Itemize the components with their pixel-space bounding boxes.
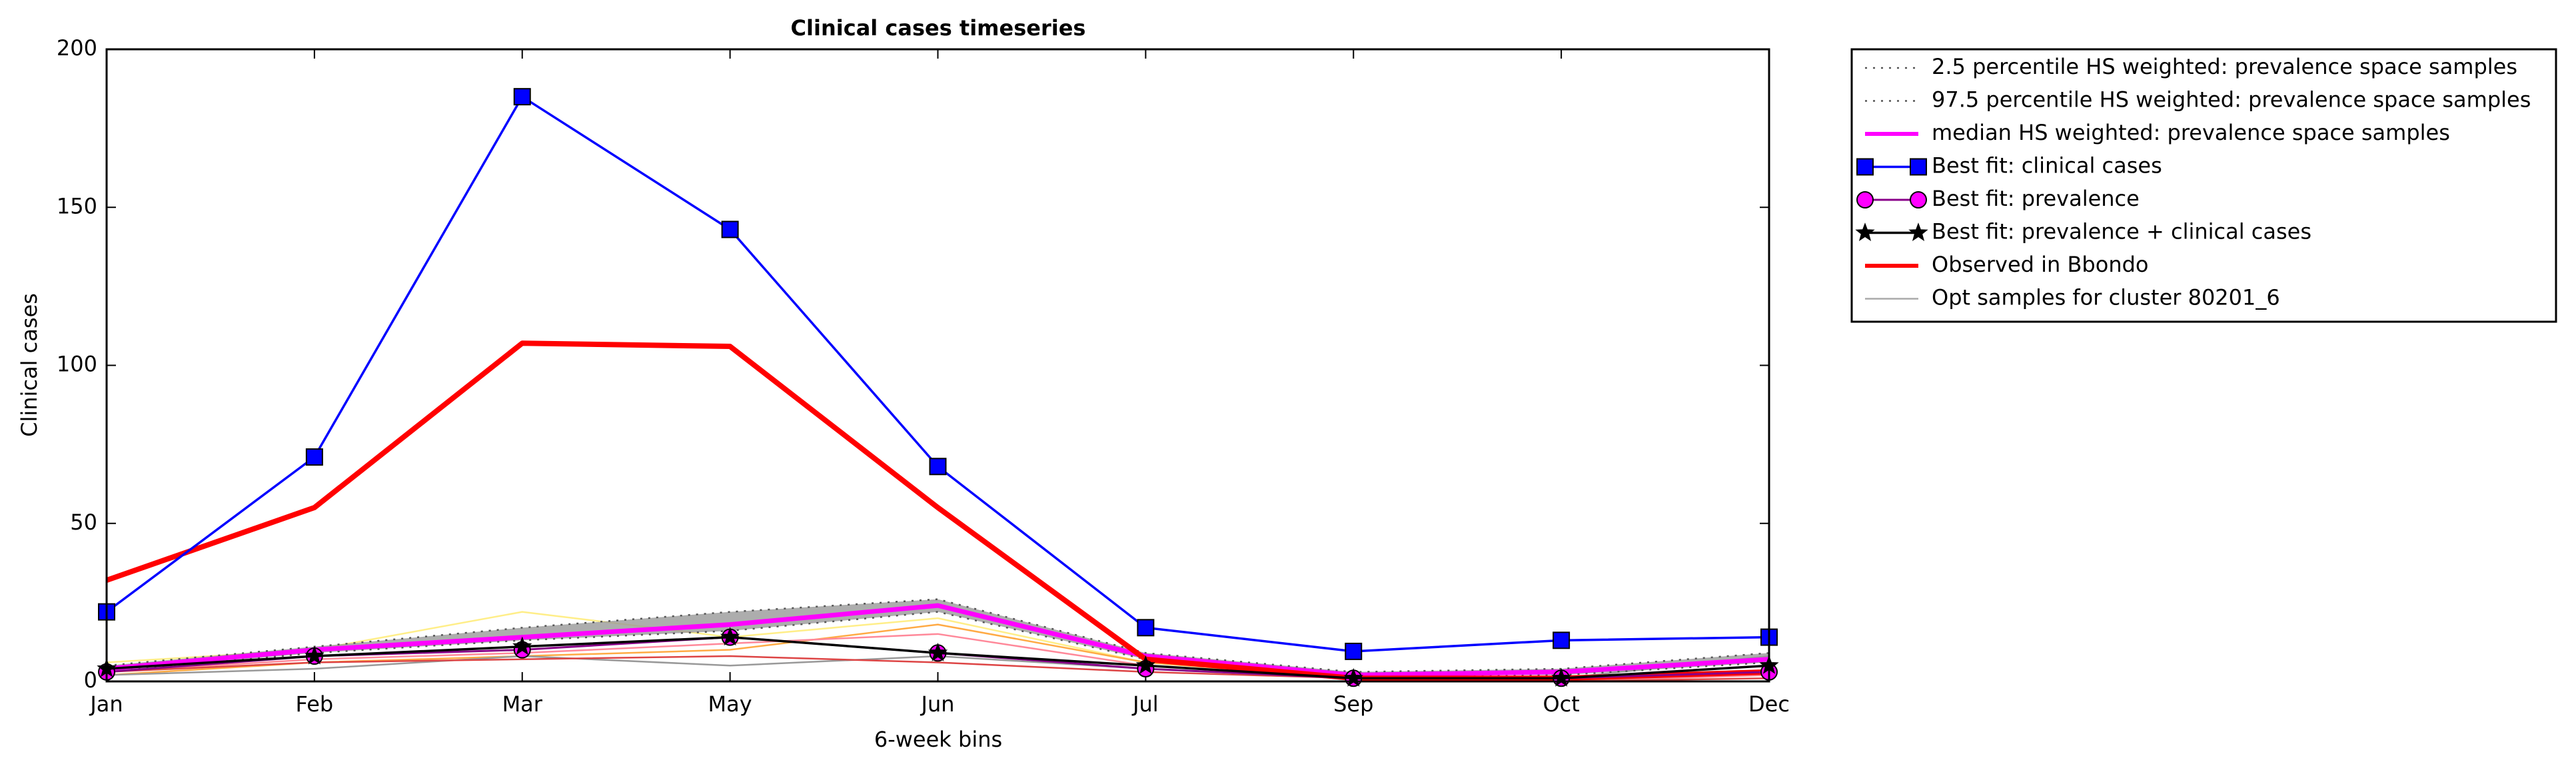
legend-box bbox=[1850, 48, 2557, 323]
legend-label: Best fit: prevalence + clinical cases bbox=[1932, 219, 2311, 244]
y-tick-label: 150 bbox=[57, 193, 97, 218]
y-tick-label: 200 bbox=[57, 35, 97, 61]
y-tick-label: 50 bbox=[70, 510, 97, 535]
marker bbox=[720, 627, 740, 646]
x-tick-label: Sep bbox=[1333, 691, 1373, 717]
x-tick-label: Jan bbox=[89, 691, 123, 717]
series-line bbox=[106, 611, 1770, 676]
legend-label: Best fit: clinical cases bbox=[1932, 153, 2162, 179]
legend-label: Best fit: prevalence bbox=[1932, 186, 2140, 211]
y-tick-label: 0 bbox=[84, 667, 97, 693]
plot-frame bbox=[105, 48, 1770, 683]
x-tick-label: Jun bbox=[920, 691, 955, 717]
chart-title: Clinical cases timeseries bbox=[791, 15, 1086, 41]
percentile-band bbox=[107, 599, 1769, 675]
marker bbox=[1856, 158, 1874, 176]
x-axis-label: 6-week bins bbox=[874, 727, 1002, 752]
marker bbox=[305, 448, 323, 466]
marker bbox=[721, 220, 739, 238]
marker bbox=[928, 642, 948, 661]
series-line bbox=[106, 603, 1770, 678]
marker bbox=[1553, 631, 1571, 649]
x-tick-label: Mar bbox=[502, 691, 543, 717]
x-tick-label: Dec bbox=[1748, 691, 1790, 717]
legend-label: 2.5 percentile HS weighted: prevalence s… bbox=[1932, 54, 2517, 79]
y-tick-label: 100 bbox=[57, 352, 97, 377]
marker bbox=[305, 645, 324, 665]
marker bbox=[929, 458, 947, 476]
x-tick-label: Feb bbox=[296, 691, 334, 717]
marker bbox=[1856, 191, 1874, 208]
marker bbox=[1855, 222, 1875, 241]
series-line bbox=[105, 340, 1770, 681]
x-tick-label: Jul bbox=[1131, 691, 1159, 717]
marker bbox=[1908, 222, 1928, 241]
legend-label: Observed in Bbondo bbox=[1932, 252, 2148, 277]
marker bbox=[513, 88, 531, 106]
marker bbox=[512, 636, 532, 655]
marker bbox=[1345, 642, 1363, 660]
legend-label: 97.5 percentile HS weighted: prevalence … bbox=[1932, 87, 2531, 113]
marker bbox=[1137, 619, 1155, 637]
marker bbox=[1135, 655, 1156, 674]
legend-label: Opt samples for cluster 80201_6 bbox=[1932, 285, 2280, 310]
x-tick-label: May bbox=[708, 691, 752, 717]
legend-label: median HS weighted: prevalence space sam… bbox=[1932, 120, 2450, 145]
marker bbox=[1910, 191, 1927, 208]
y-axis-label: Clinical cases bbox=[17, 293, 42, 437]
series-line bbox=[105, 95, 1770, 653]
x-tick-label: Oct bbox=[1543, 691, 1579, 717]
marker bbox=[1910, 158, 1927, 176]
